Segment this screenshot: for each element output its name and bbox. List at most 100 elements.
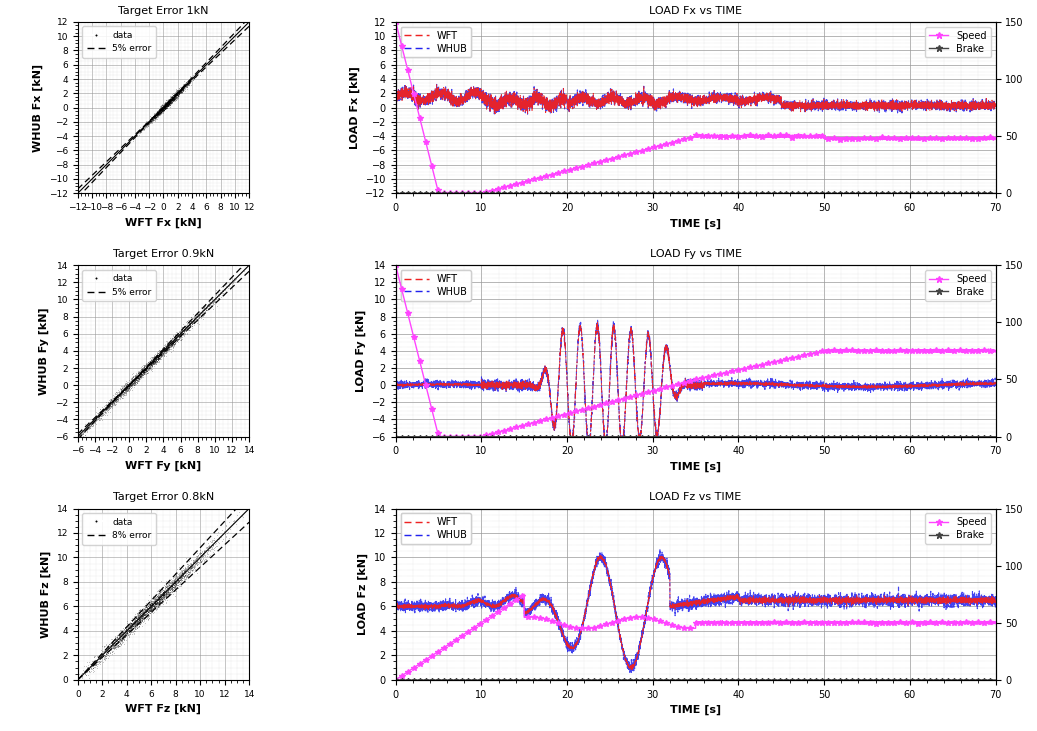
Point [102, 400, 118, 412]
Point [137, 358, 153, 370]
Point [180, 317, 197, 329]
Point [159, 344, 175, 356]
Point [120, 382, 137, 394]
Point [165, 578, 181, 590]
Point [92, 658, 109, 670]
Point [150, 108, 167, 120]
Point [96, 651, 113, 662]
Point [128, 611, 144, 623]
Point [195, 308, 212, 319]
Point [128, 371, 144, 383]
Point [168, 87, 185, 99]
Point [140, 358, 157, 370]
Point [100, 645, 116, 657]
Point [139, 359, 156, 371]
Point [173, 86, 190, 98]
Point [169, 87, 186, 99]
Point [152, 106, 169, 118]
Point [117, 382, 134, 394]
Point [139, 602, 156, 614]
Point [123, 378, 140, 390]
Point [95, 651, 112, 663]
Point [143, 111, 160, 123]
Point [199, 300, 216, 311]
Point [159, 99, 175, 110]
Point [155, 586, 171, 598]
Point [152, 106, 169, 118]
Point [153, 104, 170, 115]
Point [104, 395, 120, 406]
Point [152, 348, 169, 360]
Point [150, 352, 167, 364]
Point [171, 88, 188, 100]
Point [147, 108, 164, 120]
Point [156, 102, 172, 114]
Point [89, 412, 106, 424]
Point [164, 339, 180, 351]
Point [111, 390, 128, 401]
Point [129, 377, 145, 389]
Point [158, 101, 174, 113]
Point [131, 368, 147, 380]
Point [143, 596, 160, 608]
Point [157, 98, 173, 110]
Point [208, 295, 225, 307]
Point [180, 76, 197, 88]
Point [140, 358, 157, 370]
Point [125, 624, 142, 636]
Point [123, 618, 140, 630]
Point [137, 362, 153, 374]
Point [134, 605, 150, 617]
Point [100, 404, 116, 415]
Point [180, 322, 197, 333]
Point [162, 581, 178, 593]
Point [141, 356, 158, 368]
Point [166, 90, 183, 102]
Point [86, 659, 103, 670]
Point [180, 568, 197, 580]
Point [151, 590, 168, 602]
Point [170, 86, 187, 98]
Point [149, 591, 166, 603]
Point [149, 347, 166, 359]
WFT [795, 380, 808, 389]
Point [167, 91, 184, 103]
Point [165, 92, 181, 104]
Point [102, 648, 118, 659]
Point [148, 107, 165, 119]
Point [88, 659, 105, 671]
Point [139, 603, 156, 615]
Point [144, 110, 161, 122]
Point [134, 614, 150, 626]
Point [157, 102, 173, 114]
Point [113, 633, 130, 645]
Point [144, 114, 161, 126]
Point [159, 99, 175, 110]
Point [142, 605, 159, 617]
Point [150, 594, 167, 605]
Point [130, 368, 146, 379]
Point [153, 103, 170, 115]
Point [161, 586, 177, 598]
WHUB [390, 383, 402, 392]
Point [174, 569, 191, 580]
Point [153, 101, 170, 113]
Point [155, 591, 171, 602]
Speed [628, 613, 641, 621]
Point [113, 391, 130, 403]
Point [125, 613, 142, 624]
Point [175, 569, 192, 581]
Point [104, 638, 120, 650]
Point [161, 94, 177, 106]
Point [150, 107, 167, 118]
Point [145, 596, 162, 608]
Point [119, 380, 136, 392]
Point [196, 545, 213, 557]
Point [164, 94, 180, 106]
Point [161, 588, 177, 600]
Point [156, 102, 172, 113]
Point [87, 659, 104, 671]
Point [83, 662, 100, 673]
Point [180, 565, 197, 577]
Point [167, 577, 184, 589]
